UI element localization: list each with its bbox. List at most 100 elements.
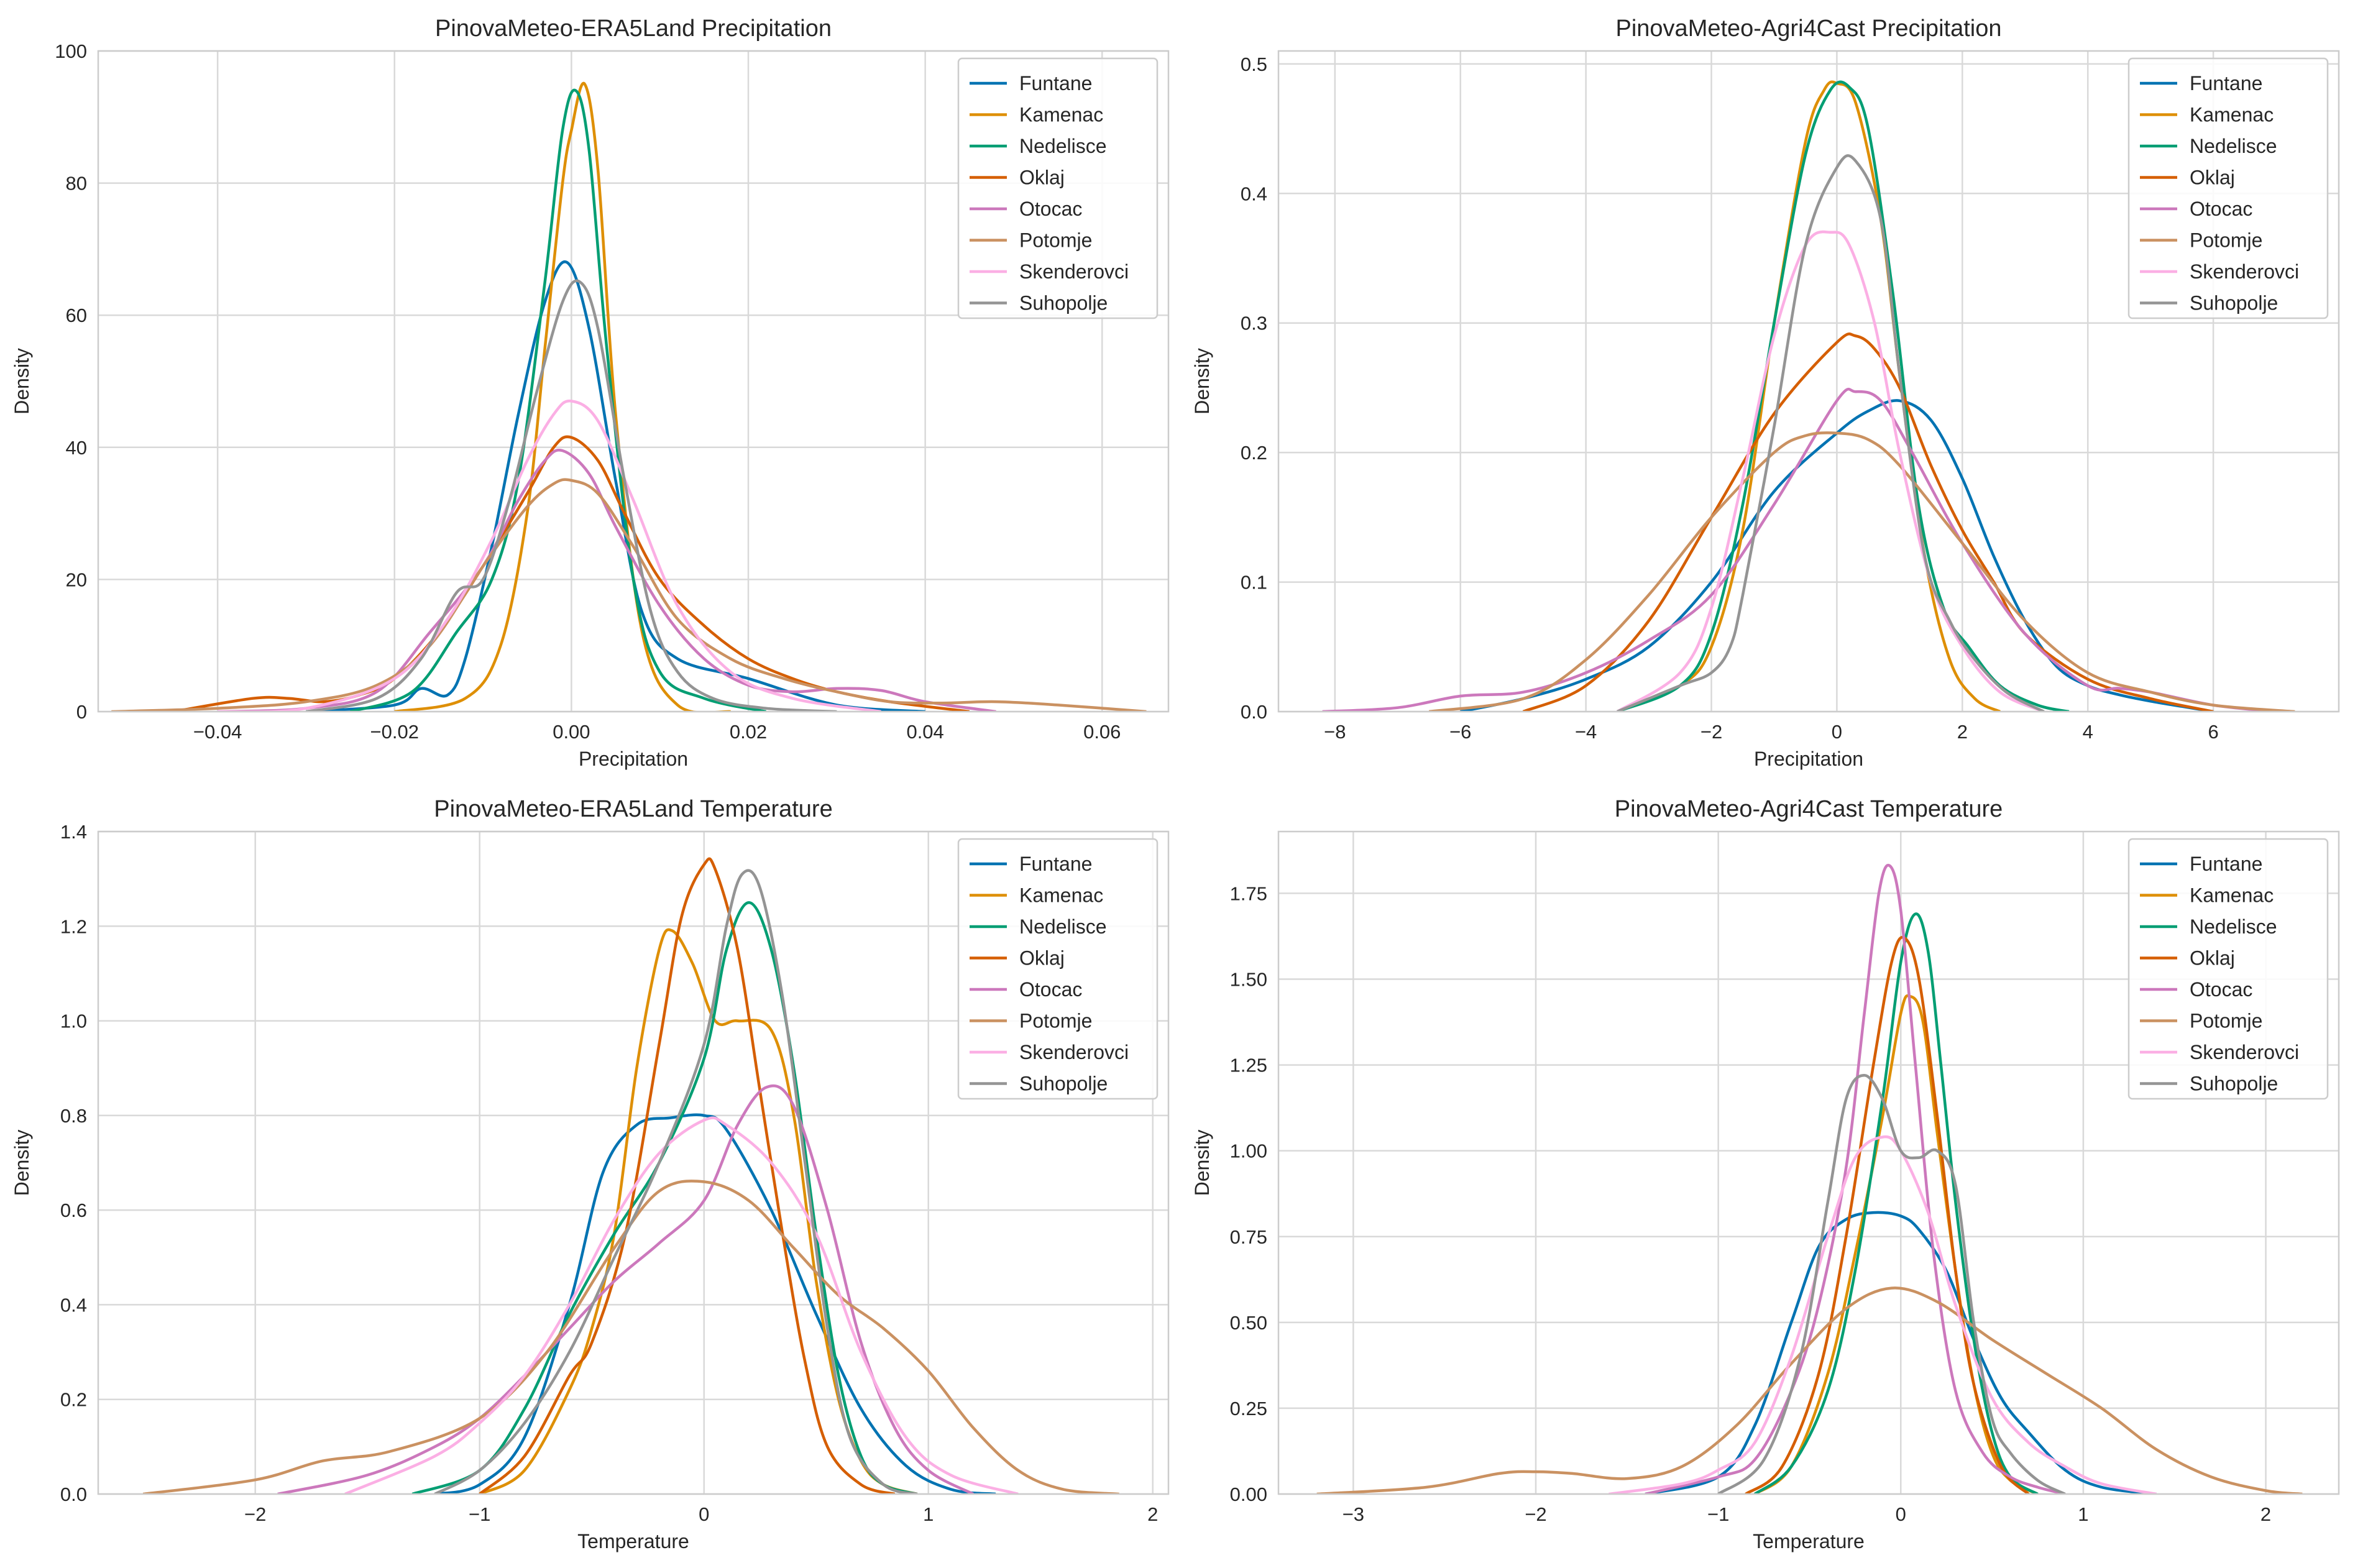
x-tick-label: 0.06	[1083, 721, 1121, 743]
legend-label: Skenderovci	[1019, 1041, 1129, 1063]
legend-label: Otocac	[2190, 978, 2252, 1001]
chart-title: PinovaMeteo-Agri4Cast Precipitation	[1616, 16, 2002, 42]
y-axis-label: Density	[1191, 348, 1213, 415]
legend-item: Skenderovci	[970, 260, 1129, 283]
y-axis-label: Density	[1191, 1130, 1213, 1196]
legend: Funtane Kamenac Nedelisce Oklaj Otocac Potomj…	[2127, 57, 2329, 319]
legend-item: Oklaj	[970, 947, 1065, 970]
y-tick-label: 0.75	[1230, 1226, 1267, 1248]
legend-label: Potomje	[2190, 229, 2262, 252]
x-tick-label: 1	[2078, 1503, 2088, 1525]
y-tick-label: 0.6	[60, 1199, 87, 1221]
legend-item: Suhopolje	[2140, 1073, 2278, 1095]
axes-frame	[1277, 830, 2340, 1495]
y-axis-label: Density	[11, 348, 33, 415]
legend-label: Nedelisce	[1019, 135, 1107, 157]
legend-item: Oklaj	[970, 167, 1065, 189]
legend-label: Skenderovci	[1019, 260, 1129, 283]
x-tick-label: 2	[2260, 1503, 2271, 1525]
legend-label: Suhopolje	[2190, 1073, 2278, 1095]
y-tick-label: 80	[66, 173, 87, 195]
legend: Funtane Kamenac Nedelisce Oklaj Otocac Potomj…	[957, 57, 1159, 319]
legend-label: Funtane	[2190, 853, 2262, 875]
subplot-2: −8 −6 −4 −2 0 2 4 6 0.0 0.1 0.2 0.3 0.4 0.5 PinovaMete…	[1191, 16, 2340, 770]
legend-item: Kamenac	[970, 104, 1103, 126]
series-line-suhopolje	[434, 869, 918, 1494]
series-line-potomje	[111, 478, 1147, 712]
legend-label: Nedelisce	[2190, 915, 2277, 938]
x-tick-label: −8	[1324, 721, 1346, 743]
legend-item: Funtane	[2140, 72, 2262, 94]
legend-item: Otocac	[970, 978, 1082, 1001]
x-axis-label: Temperature	[1753, 1530, 1865, 1552]
y-tick-label: 0.3	[1241, 313, 1267, 334]
y-tick-label: 0.4	[60, 1294, 87, 1316]
x-tick-label: 0.00	[553, 721, 590, 743]
series-line-nedelisce	[1617, 80, 2070, 712]
legend-item: Nedelisce	[970, 135, 1107, 157]
y-tick-label: 1.0	[60, 1011, 87, 1032]
legend-item: Nedelisce	[970, 915, 1107, 938]
legend-item: Suhopolje	[970, 292, 1108, 314]
y-tick-label: 0.0	[60, 1483, 87, 1505]
legend-item: Suhopolje	[970, 1073, 1108, 1095]
legend: Funtane Kamenac Nedelisce Oklaj Otocac Potomj…	[957, 838, 1159, 1100]
x-tick-label: 0	[1832, 721, 1842, 743]
legend-item: Funtane	[970, 853, 1092, 875]
legend-item: Kamenac	[2140, 884, 2274, 907]
x-tick-label: 6	[2208, 721, 2218, 743]
series-line-oklaj	[479, 857, 896, 1494]
chart-title: PinovaMeteo-Agri4Cast Temperature	[1615, 796, 2003, 822]
legend-box	[957, 838, 1159, 1100]
series-line-funtane	[434, 1113, 996, 1494]
legend-label: Kamenac	[1019, 884, 1103, 907]
legend-label: Otocac	[1019, 978, 1082, 1001]
legend-label: Funtane	[1019, 72, 1092, 94]
x-tick-label: −1	[1707, 1503, 1729, 1525]
y-tick-label: 0.2	[60, 1389, 87, 1411]
series-line-skenderovci	[344, 1116, 1019, 1494]
y-tick-label: 20	[66, 569, 87, 590]
y-tick-label: 0.2	[1241, 442, 1267, 464]
x-tick-label: −1	[469, 1503, 490, 1525]
y-tick-label: 0.25	[1230, 1398, 1267, 1419]
x-tick-label: −4	[1575, 721, 1597, 743]
x-tick-label: 2	[1957, 721, 1968, 743]
x-axis-label: Temperature	[577, 1530, 689, 1552]
series-group	[142, 857, 1119, 1494]
y-tick-label: 40	[66, 437, 87, 459]
legend-label: Funtane	[1019, 853, 1092, 875]
y-tick-label: 0.00	[1230, 1483, 1267, 1505]
legend-item: Nedelisce	[2140, 915, 2277, 938]
series-line-skenderovci	[218, 399, 881, 712]
x-axis-label: Precipitation	[1754, 748, 1863, 770]
legend-item: Otocac	[970, 198, 1082, 220]
x-tick-label: 1	[923, 1503, 934, 1525]
legend-item: Funtane	[970, 72, 1092, 94]
legend-label: Suhopolje	[2190, 292, 2278, 314]
series-line-skenderovci	[1616, 230, 2045, 712]
legend-item: Suhopolje	[2140, 292, 2278, 314]
legend-label: Kamenac	[2190, 884, 2274, 907]
legend-item: Potomje	[2140, 1010, 2262, 1032]
series-line-potomje	[1316, 1286, 2303, 1494]
legend-item: Skenderovci	[970, 1041, 1129, 1063]
x-tick-label: −2	[1525, 1503, 1546, 1525]
legend-label: Nedelisce	[2190, 135, 2277, 157]
series-line-funtane	[1645, 1211, 2157, 1494]
legend-label: Otocac	[2190, 198, 2252, 220]
legend-item: Potomje	[970, 229, 1092, 252]
chart-title: PinovaMeteo-ERA5Land Precipitation	[435, 16, 832, 42]
y-tick-label: 60	[66, 305, 87, 326]
legend-item: Oklaj	[2140, 947, 2235, 970]
legend-item: Kamenac	[2140, 104, 2274, 126]
y-tick-label: 1.75	[1230, 883, 1267, 904]
x-tick-label: −0.04	[193, 721, 242, 743]
y-tick-label: 0.4	[1241, 183, 1267, 204]
legend-item: Potomje	[970, 1010, 1092, 1032]
series-line-kamenac	[479, 928, 918, 1494]
x-tick-label: 4	[2083, 721, 2093, 743]
legend-label: Otocac	[1019, 198, 1082, 220]
y-tick-label: 0.5	[1241, 53, 1267, 75]
axes-frame	[1277, 50, 2340, 713]
